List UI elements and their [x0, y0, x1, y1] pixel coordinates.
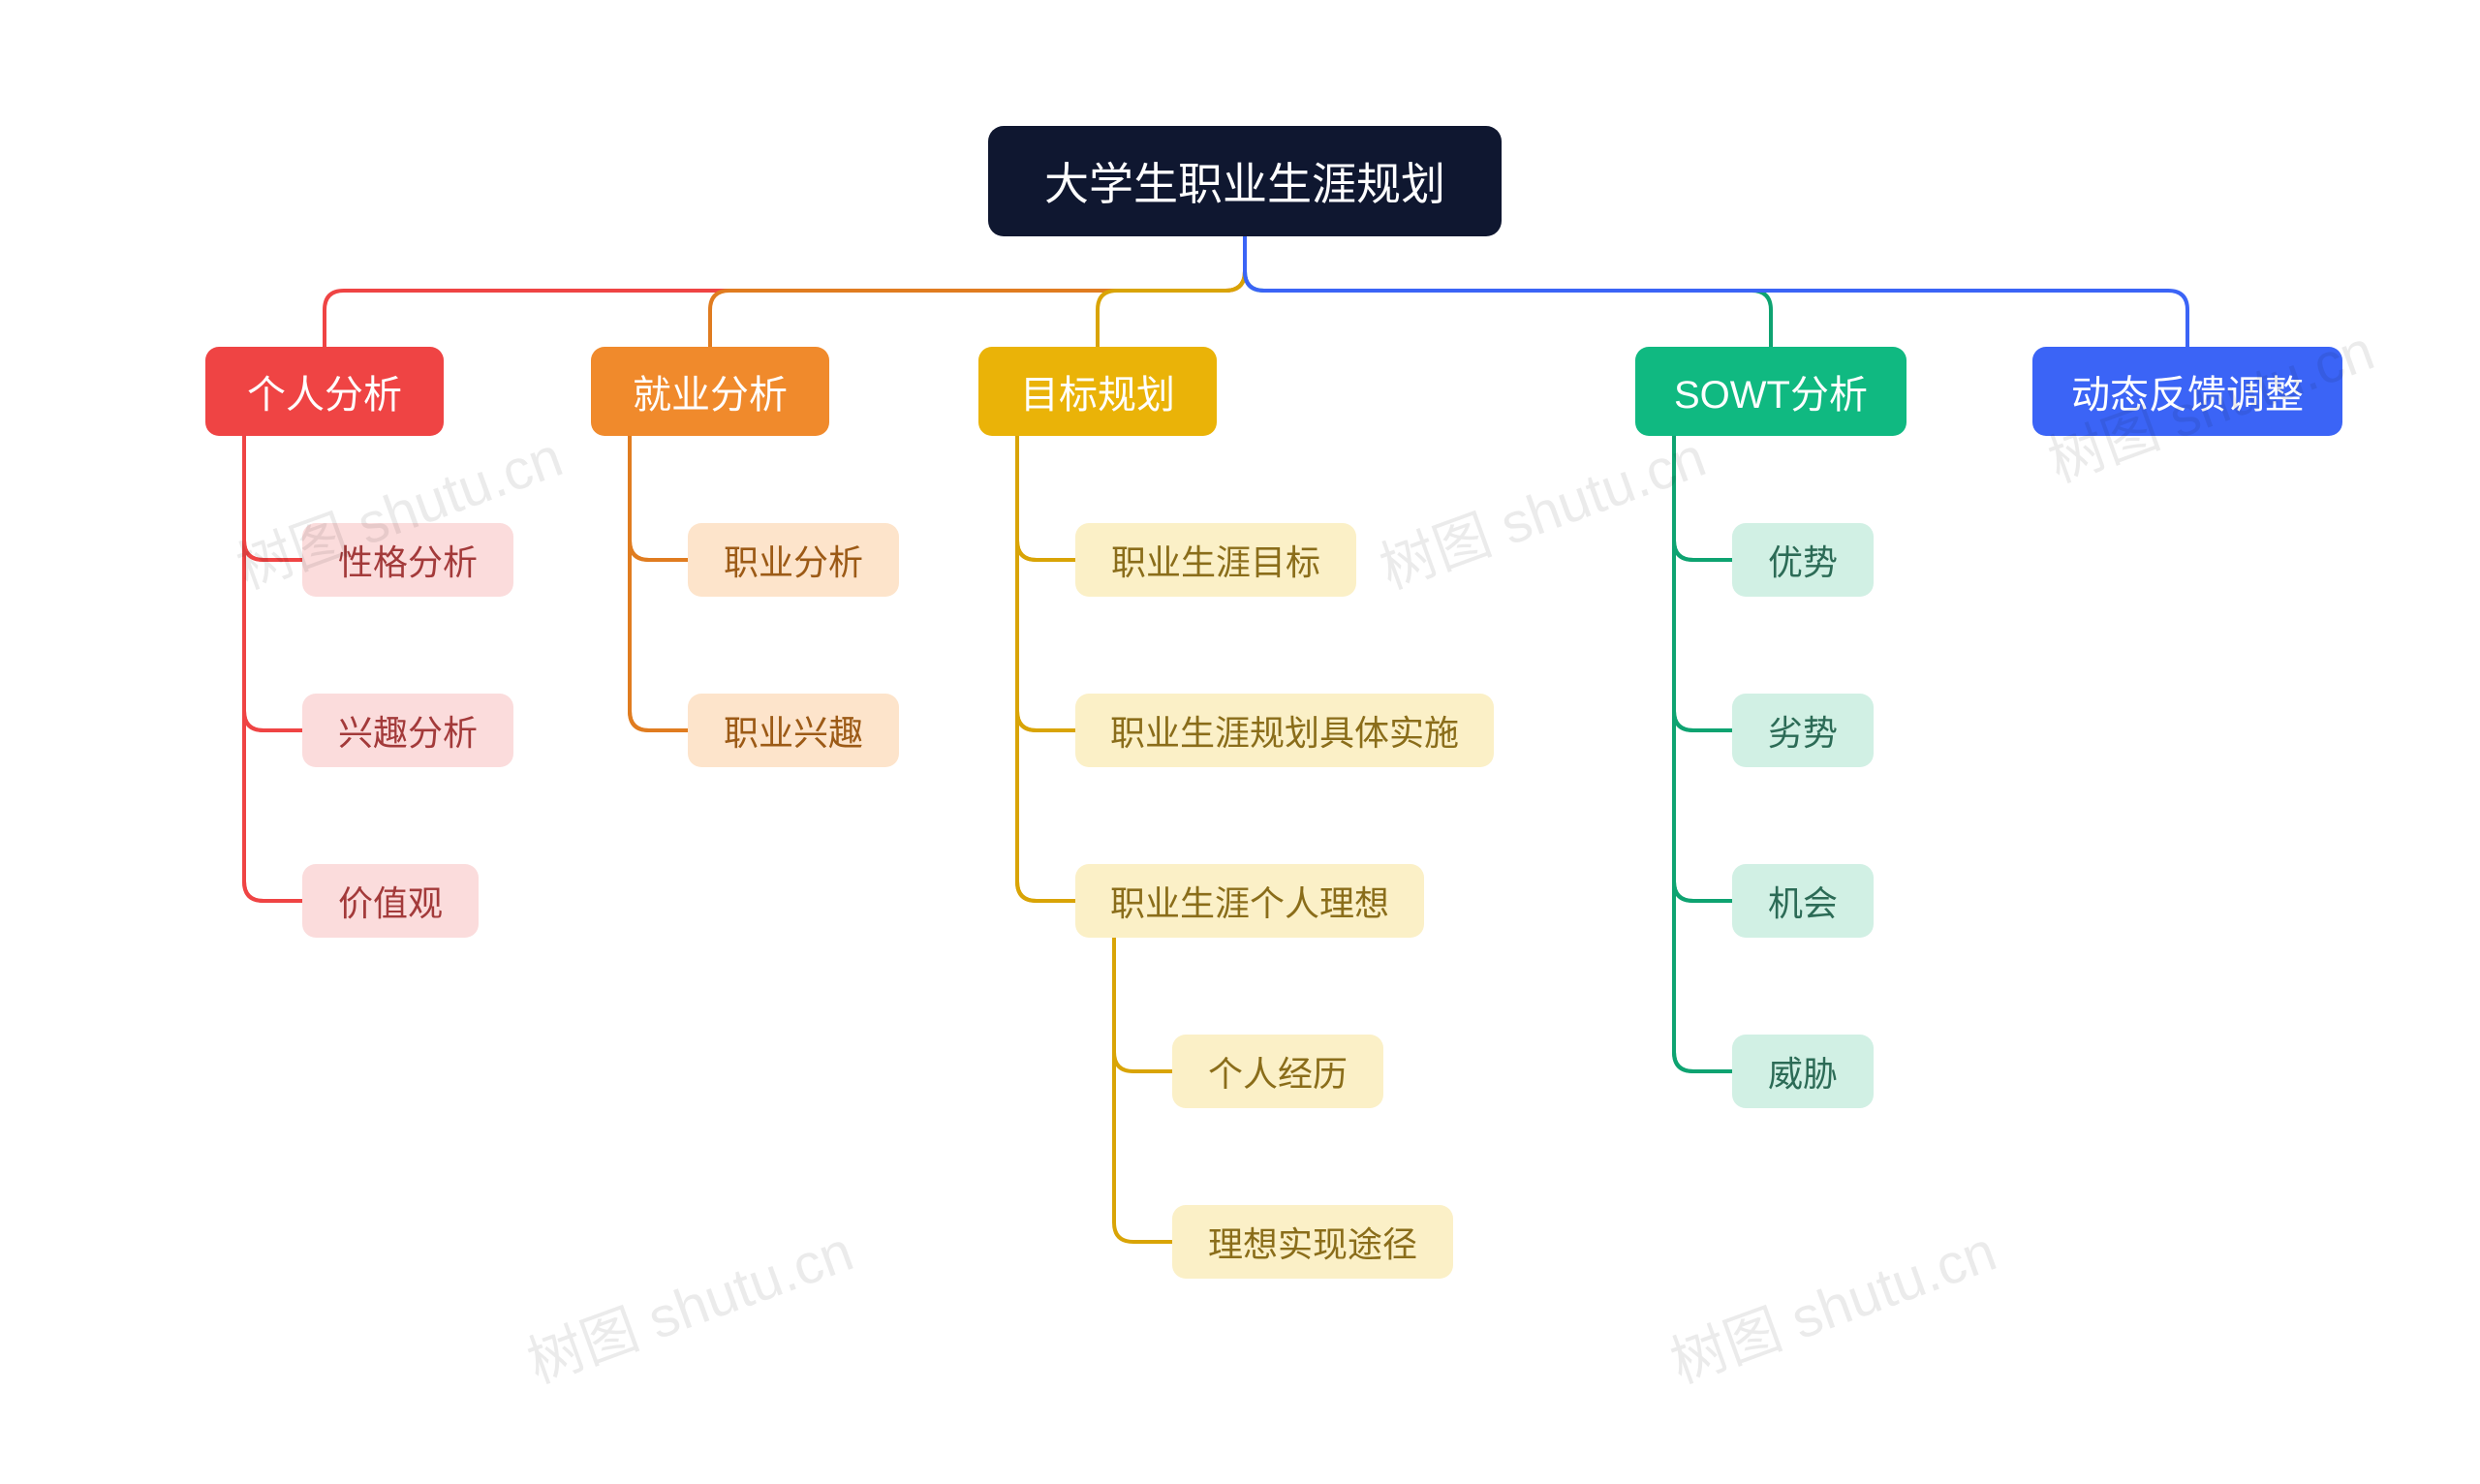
child-b1-1-label: 兴趣分析 — [338, 705, 478, 756]
branch-b2[interactable]: 就业分析 — [591, 347, 829, 436]
root-node-label: 大学生职业生涯规划 — [1044, 149, 1445, 213]
child-b3-1-label: 职业生涯规划具体实施 — [1110, 705, 1459, 756]
branch-b3-label: 目标规划 — [1020, 363, 1175, 419]
child-b2-1-label: 职业兴趣 — [724, 705, 863, 756]
child-b4-1-label: 劣势 — [1768, 705, 1838, 756]
child-b1-0-label: 性格分析 — [338, 535, 478, 585]
child-b1-2-label: 价值观 — [338, 876, 443, 926]
child-b4-3-label: 威胁 — [1768, 1046, 1838, 1097]
child-b4-3[interactable]: 威胁 — [1732, 1035, 1874, 1108]
child-b4-0-label: 优势 — [1768, 535, 1838, 585]
grandchild-b3-2-0-label: 个人经历 — [1208, 1046, 1348, 1097]
branch-b4[interactable]: SOWT分析 — [1635, 347, 1906, 436]
branch-b5[interactable]: 动态反馈调整 — [2032, 347, 2342, 436]
child-b3-0[interactable]: 职业生涯目标 — [1075, 523, 1356, 597]
child-b2-1[interactable]: 职业兴趣 — [688, 694, 899, 767]
branch-b5-label: 动态反馈调整 — [2071, 363, 2304, 419]
child-b4-2-label: 机会 — [1768, 876, 1838, 926]
child-b3-1[interactable]: 职业生涯规划具体实施 — [1075, 694, 1494, 767]
child-b2-0-label: 职业分析 — [724, 535, 863, 585]
child-b4-2[interactable]: 机会 — [1732, 864, 1874, 938]
child-b1-1[interactable]: 兴趣分析 — [302, 694, 513, 767]
child-b2-0[interactable]: 职业分析 — [688, 523, 899, 597]
child-b3-2[interactable]: 职业生涯个人理想 — [1075, 864, 1424, 938]
child-b4-1[interactable]: 劣势 — [1732, 694, 1874, 767]
child-b1-0[interactable]: 性格分析 — [302, 523, 513, 597]
branch-b3[interactable]: 目标规划 — [978, 347, 1217, 436]
grandchild-b3-2-1-label: 理想实现途径 — [1208, 1217, 1417, 1267]
branch-b1-label: 个人分析 — [247, 363, 402, 419]
child-b3-0-label: 职业生涯目标 — [1111, 535, 1320, 585]
branch-b1[interactable]: 个人分析 — [205, 347, 444, 436]
child-b4-0[interactable]: 优势 — [1732, 523, 1874, 597]
branch-b2-label: 就业分析 — [633, 363, 788, 419]
child-b1-2[interactable]: 价值观 — [302, 864, 479, 938]
branch-b4-label: SOWT分析 — [1674, 363, 1868, 419]
mindmap-canvas: 大学生职业生涯规划个人分析性格分析兴趣分析价值观 就业分析职业分析职业兴趣 目标规划… — [0, 0, 2480, 1484]
grandchild-b3-2-0[interactable]: 个人经历 — [1172, 1035, 1383, 1108]
root-node[interactable]: 大学生职业生涯规划 — [988, 126, 1502, 236]
grandchild-b3-2-1[interactable]: 理想实现途径 — [1172, 1205, 1453, 1279]
child-b3-2-label: 职业生涯个人理想 — [1110, 876, 1389, 926]
